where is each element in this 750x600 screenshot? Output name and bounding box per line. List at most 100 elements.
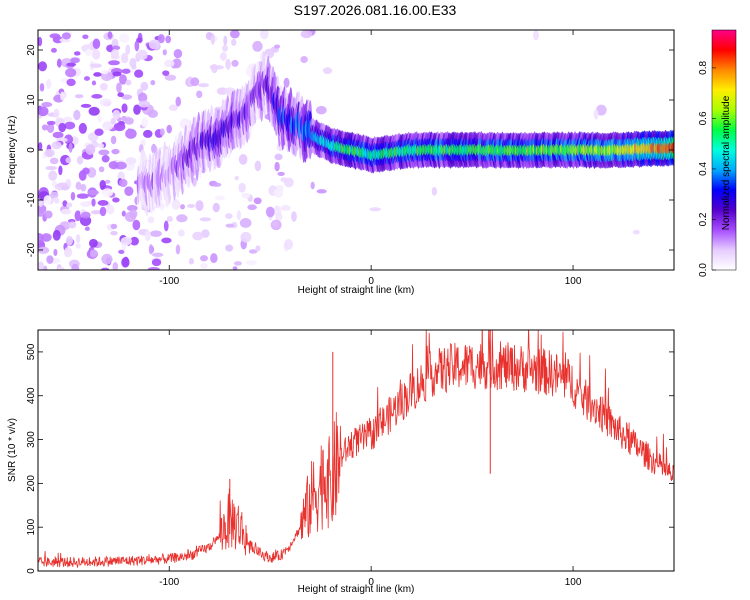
speckle-cell: [274, 44, 281, 49]
speckle-cell: [150, 80, 156, 86]
speckle-cell: [316, 189, 327, 194]
speckle-cell: [46, 122, 55, 134]
speckle-cell: [112, 197, 120, 203]
speckle-cell: [65, 67, 77, 78]
speckle-cell: [124, 117, 134, 125]
speckle-cell: [110, 223, 118, 230]
speckle-cell: [46, 255, 54, 264]
speckle-cell: [126, 128, 132, 139]
y-tick-label: -10: [26, 192, 37, 207]
speckle-cell: [82, 167, 90, 175]
speckle-cell: [52, 131, 64, 139]
speckle-cell: [277, 171, 285, 176]
speckle-cell: [76, 193, 89, 199]
speckle-cell: [178, 229, 185, 237]
speckle-cell: [97, 115, 102, 123]
speckle-cell: [236, 210, 241, 221]
speckle-cell: [132, 219, 141, 231]
speckle-cell: [113, 122, 126, 132]
speckle-cell: [88, 238, 98, 248]
speckle-cell: [253, 197, 262, 205]
speckle-cell: [265, 206, 275, 218]
speckle-cell: [252, 40, 263, 52]
colorbar-ticks: 0.0 0.2 0.4 0.6 0.8: [698, 61, 716, 277]
speckle-cell: [187, 203, 196, 208]
speckle-cell: [70, 57, 80, 64]
speckle-cell: [290, 211, 297, 222]
spectrogram-x-ticks: -100 0 100: [159, 30, 582, 287]
y-tick-label: 300: [26, 431, 37, 448]
speckle-cell: [232, 266, 238, 270]
speckle-cell: [75, 234, 81, 244]
speckle-cell: [239, 218, 252, 228]
speckle-cell: [60, 91, 65, 101]
y-tick-label: 0: [26, 147, 37, 153]
speckle-cell: [110, 231, 118, 236]
speckle-cell: [431, 186, 438, 196]
speckle-cell: [44, 149, 56, 158]
speckle-cell: [121, 103, 128, 113]
speckle-cell: [369, 207, 382, 212]
snr-x-label: Height of straight line (km): [298, 584, 415, 595]
speckle-cell: [212, 182, 222, 187]
x-tick-label: -100: [159, 577, 179, 588]
speckle-cell: [94, 128, 104, 136]
speckle-cell: [60, 208, 72, 215]
speckle-cell: [231, 59, 239, 67]
speckle-cell: [247, 204, 257, 211]
speckle-cell: [632, 229, 640, 235]
speckle-cell: [112, 71, 122, 77]
speckle-cell: [76, 155, 84, 165]
speckle-cell: [51, 141, 62, 150]
speckle-cell: [300, 55, 308, 64]
speckle-cell: [130, 236, 139, 246]
y-tick-label: 200: [26, 475, 37, 492]
speckle-cell: [121, 115, 127, 122]
speckle-cell: [175, 244, 181, 255]
speckle-cell: [112, 262, 119, 270]
y-tick-label: 10: [26, 94, 37, 106]
speckle-cell: [163, 59, 175, 68]
speckle-cell: [61, 32, 71, 40]
speckle-cell: [110, 117, 116, 125]
speckle-cell: [245, 260, 257, 266]
speckle-cell: [148, 244, 154, 255]
speckle-cell: [56, 182, 69, 187]
speckle-cell: [84, 48, 93, 57]
y-tick-label: -20: [26, 242, 37, 257]
speckle-cell: [163, 220, 169, 232]
speckle-cell: [234, 261, 242, 266]
speckle-cell: [300, 30, 313, 39]
speckle-cell: [53, 197, 60, 204]
speckle-cell: [225, 213, 233, 219]
speckle-cell: [180, 204, 186, 210]
speckle-cell: [80, 211, 91, 219]
speckle-cell: [315, 105, 327, 115]
speckle-cell: [57, 266, 65, 270]
speckle-cell: [106, 204, 115, 215]
speckle-cell: [200, 263, 208, 269]
speckle-cell: [91, 94, 103, 99]
speckle-cell: [118, 74, 127, 85]
speckle-cell: [118, 178, 128, 188]
speckle-cell: [116, 82, 122, 93]
speckle-cell: [117, 92, 124, 98]
speckle-cell: [79, 215, 92, 226]
speckle-cell: [98, 149, 110, 156]
speckle-cell: [38, 246, 50, 254]
speckle-cell: [41, 102, 53, 108]
speckle-cell: [147, 216, 155, 224]
speckle-cell: [118, 249, 125, 255]
speckle-cell: [168, 104, 179, 111]
speckle-cell: [225, 223, 235, 228]
speckle-cell: [93, 72, 102, 77]
speckle-cell: [151, 258, 162, 267]
speckle-cell: [89, 249, 98, 258]
speckle-cell: [175, 96, 182, 107]
speckle-cell: [136, 37, 143, 43]
speckle-cell: [225, 58, 231, 70]
speckle-cell: [104, 179, 111, 184]
speckle-cell: [38, 200, 43, 207]
speckle-cell: [111, 148, 120, 155]
speckle-cell: [222, 44, 229, 52]
